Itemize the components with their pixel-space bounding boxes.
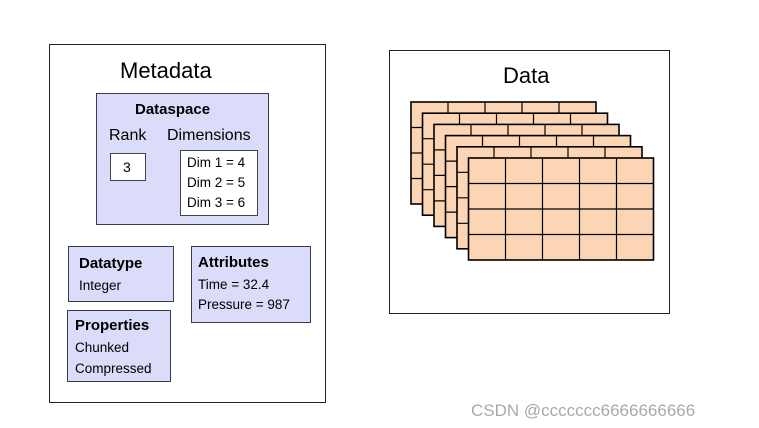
data-layer (467, 157, 655, 261)
rank-label: Rank (109, 127, 147, 144)
dimension-item: Dim 2 = 5 (187, 175, 246, 190)
attributes-heading: Attributes (198, 254, 269, 271)
metadata-title: Metadata (120, 58, 212, 83)
data-panel: Data (389, 50, 670, 314)
attribute-item: Time = 32.4 (198, 277, 270, 292)
datatype-value: Integer (79, 278, 122, 293)
properties-heading: Properties (75, 317, 150, 334)
attribute-item: Pressure = 987 (198, 297, 290, 312)
dataspace-heading: Dataspace (135, 101, 211, 118)
attributes-box: Attributes Time = 32.4 Pressure = 987 (191, 246, 311, 323)
datatype-box: Datatype Integer (68, 246, 174, 302)
dimensions-box: Dim 1 = 4 Dim 2 = 5 Dim 3 = 6 (180, 150, 258, 216)
datatype-heading: Datatype (79, 255, 143, 272)
dimension-item: Dim 1 = 4 (187, 155, 246, 170)
rank-value: 3 (123, 159, 131, 175)
property-item: Compressed (75, 361, 152, 376)
dimension-item: Dim 3 = 6 (187, 195, 246, 210)
dimensions-label: Dimensions (167, 127, 251, 144)
property-item: Chunked (75, 340, 130, 355)
data-title: Data (503, 63, 550, 88)
watermark-text: CSDN @ccccccc6666666666 (471, 401, 696, 420)
properties-box: Properties Chunked Compressed (67, 310, 171, 382)
data-array-stack (410, 101, 655, 261)
dataspace-box: Dataspace Rank Dimensions 3 Dim 1 = 4 Di… (96, 93, 269, 225)
metadata-panel: Metadata Dataspace Rank Dimensions 3 Dim… (49, 44, 326, 403)
rank-value-box: 3 (110, 153, 146, 181)
